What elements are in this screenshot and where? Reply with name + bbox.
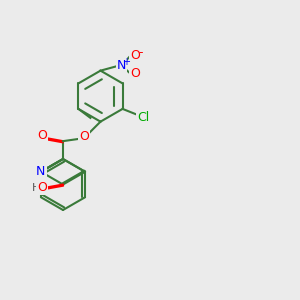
- Text: O: O: [79, 130, 89, 143]
- Text: N: N: [117, 59, 126, 72]
- Text: O: O: [130, 67, 140, 80]
- Text: -: -: [139, 46, 143, 59]
- Text: +: +: [122, 57, 130, 67]
- Text: O: O: [130, 49, 140, 62]
- Text: Cl: Cl: [137, 111, 150, 124]
- Text: H: H: [32, 183, 41, 193]
- Text: O: O: [37, 129, 47, 142]
- Text: O: O: [37, 181, 47, 194]
- Text: N: N: [36, 165, 46, 178]
